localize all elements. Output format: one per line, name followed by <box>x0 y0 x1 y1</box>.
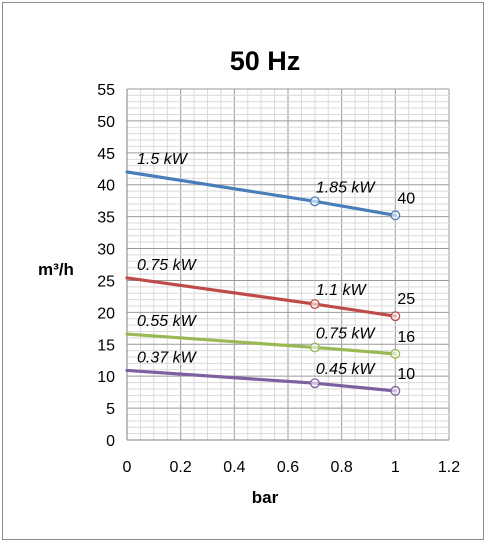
power-label-start: 1.5 kW <box>137 151 189 168</box>
data-point-marker <box>309 378 320 389</box>
y-tick-label: 5 <box>106 401 115 418</box>
axes <box>126 89 449 441</box>
chart-frame: 0 5 10 15 20 25 30 35 40 45 50 55 0 0.2 0.4 0.6 0.8 1 1.2… <box>2 2 484 540</box>
annotations: 1.5 kW 1.85 kW 40 0.75 kW 1.1 kW 25 0.55 kW 0.7… <box>137 151 415 383</box>
data-point-marker <box>390 385 401 396</box>
y-tick-label: 20 <box>97 305 115 322</box>
x-tick-label: 0 <box>123 459 132 476</box>
data-point-marker <box>309 299 320 310</box>
x-tick-label: 0.2 <box>170 459 192 476</box>
data-point-marker <box>390 348 401 359</box>
x-tick-label: 0.6 <box>277 459 299 476</box>
end-value-label: 40 <box>397 190 415 207</box>
power-label-mid: 1.1 kW <box>316 282 368 299</box>
end-value-label: 25 <box>397 291 415 308</box>
power-label-start: 0.55 kW <box>137 313 198 330</box>
power-label-mid: 1.85 kW <box>316 179 377 196</box>
x-tick-label: 0.4 <box>223 459 245 476</box>
y-tick-label: 25 <box>97 273 115 290</box>
data-point-marker <box>390 210 401 221</box>
x-tick-label: 1.2 <box>438 459 460 476</box>
power-label-mid: 0.45 kW <box>316 361 377 378</box>
pump-curve-chart: 0 5 10 15 20 25 30 35 40 45 50 55 0 0.2 0.4 0.6 0.8 1 1.2… <box>38 46 461 507</box>
y-tick-label: 40 <box>97 178 115 195</box>
end-value-label: 16 <box>397 329 415 346</box>
data-point-marker <box>309 342 320 353</box>
chart-title: 50 Hz <box>230 46 301 76</box>
y-tick-label: 15 <box>97 337 115 354</box>
y-tick-label: 30 <box>97 242 115 259</box>
power-label-start: 0.37 kW <box>137 349 198 366</box>
y-tick-label: 0 <box>106 433 115 450</box>
power-label-start: 0.75 kW <box>137 257 198 274</box>
data-point-marker <box>390 311 401 322</box>
x-tick-labels: 0 0.2 0.4 0.6 0.8 1 1.2 <box>123 459 461 476</box>
y-tick-label: 35 <box>97 210 115 227</box>
y-tick-label: 10 <box>97 369 115 386</box>
y-tick-label: 45 <box>97 146 115 163</box>
y-tick-label: 55 <box>97 82 115 99</box>
x-axis-label: bar <box>252 488 279 507</box>
y-axis-label: m³/h <box>38 260 74 279</box>
x-tick-label: 0.8 <box>331 459 353 476</box>
y-tick-labels: 0 5 10 15 20 25 30 35 40 45 50 55 <box>97 82 115 450</box>
series-lines <box>125 170 401 396</box>
data-point-marker <box>309 196 320 207</box>
end-value-label: 10 <box>397 366 415 383</box>
x-tick-label: 1 <box>391 459 400 476</box>
y-tick-label: 50 <box>97 114 115 131</box>
power-label-mid: 0.75 kW <box>316 325 377 342</box>
